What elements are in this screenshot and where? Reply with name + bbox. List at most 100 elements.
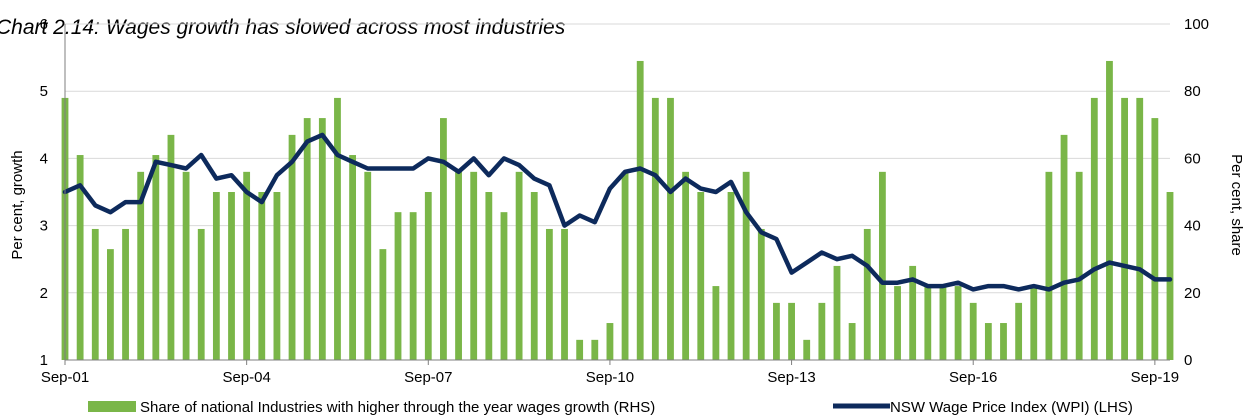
bar [651, 97, 659, 361]
bar [909, 265, 917, 360]
bar [122, 228, 129, 360]
bar [167, 134, 175, 360]
bar [197, 228, 205, 360]
bar [667, 97, 674, 361]
bar [863, 228, 871, 360]
bar [485, 192, 493, 360]
bar [273, 192, 281, 360]
bar [939, 286, 947, 360]
x-tick-label: Sep-10 [586, 369, 634, 386]
bar [349, 155, 357, 360]
bar [334, 97, 341, 361]
bar [212, 192, 220, 360]
bar [364, 171, 372, 360]
bar [561, 228, 568, 360]
right-tick-label: 100 [1184, 16, 1209, 33]
bar [182, 171, 190, 360]
bar [1030, 286, 1038, 360]
bar [107, 249, 114, 360]
bar [848, 323, 856, 360]
right-axis-ticks: 0 20 40 60 80 100 [1184, 16, 1209, 369]
bar [1075, 171, 1083, 360]
bar [788, 302, 795, 360]
left-tick-label: 6 [40, 16, 48, 33]
bar [1090, 97, 1098, 361]
bar [621, 171, 629, 360]
left-tick-label: 5 [40, 83, 48, 100]
axes [64, 24, 1170, 361]
bar [727, 192, 735, 360]
bar [1106, 60, 1113, 361]
bar [1166, 192, 1174, 360]
bar [455, 171, 462, 360]
bar [424, 192, 432, 360]
x-tick-label: Sep-16 [949, 369, 997, 386]
bar [243, 171, 251, 360]
right-tick-label: 20 [1184, 285, 1201, 302]
line-series [62, 132, 1173, 292]
bar [697, 192, 705, 360]
bar [1121, 97, 1128, 361]
left-axis-ticks: 1 2 3 4 5 6 [40, 16, 48, 369]
bar [682, 171, 690, 360]
bar [984, 323, 992, 360]
bar [394, 212, 402, 360]
bar [803, 339, 811, 360]
bar [576, 339, 584, 360]
bar [137, 171, 145, 360]
right-tick-label: 80 [1184, 83, 1201, 100]
bar [409, 212, 417, 360]
legend: Share of national Industries with higher… [88, 399, 1133, 416]
bar [1136, 97, 1144, 361]
bar [440, 118, 447, 360]
right-tick-label: 40 [1184, 218, 1201, 235]
bar [91, 228, 99, 360]
bar [515, 171, 523, 360]
right-axis-title: Per cent, share [1228, 154, 1245, 256]
left-tick-label: 4 [40, 150, 48, 167]
x-tick-label: Sep-19 [1131, 369, 1179, 386]
wpi-line [62, 132, 1173, 292]
bar [773, 302, 780, 360]
bar [878, 171, 886, 360]
bar [470, 171, 478, 360]
bar [606, 323, 614, 360]
right-tick-label: 60 [1184, 150, 1201, 167]
x-tick-label: Sep-04 [222, 369, 270, 386]
bar [757, 228, 765, 360]
bar [924, 286, 932, 360]
bar [742, 171, 750, 360]
bar [258, 192, 266, 360]
bar [712, 286, 720, 360]
bar [818, 302, 826, 360]
bar [76, 155, 84, 360]
bar [969, 302, 977, 360]
bar [379, 249, 387, 360]
bar [1060, 134, 1068, 360]
bar [1045, 171, 1053, 360]
chart-title: Chart 2.14: Wages growth has slowed acro… [0, 16, 566, 39]
bar [1151, 118, 1159, 360]
bar [545, 228, 553, 360]
bar [1015, 302, 1023, 360]
x-tick-label: Sep-01 [41, 369, 89, 386]
x-tick-label: Sep-13 [767, 369, 815, 386]
left-tick-label: 1 [40, 352, 48, 369]
bar [318, 118, 326, 360]
x-tick-label: Sep-07 [404, 369, 452, 386]
bar [530, 192, 538, 360]
legend-swatch-bars [88, 401, 136, 412]
bar [1000, 323, 1007, 360]
right-tick-label: 0 [1184, 352, 1192, 369]
legend-label-bars: Share of national Industries with higher… [140, 399, 655, 416]
legend-label-line: NSW Wage Price Index (WPI) (LHS) [890, 399, 1133, 416]
bar [288, 134, 296, 360]
left-tick-label: 3 [40, 218, 48, 235]
bar [591, 339, 599, 360]
bar [152, 155, 160, 360]
left-tick-label: 2 [40, 285, 48, 302]
bar [894, 286, 901, 360]
left-axis-title: Per cent, growth [9, 150, 26, 259]
bar-series [61, 60, 1174, 361]
